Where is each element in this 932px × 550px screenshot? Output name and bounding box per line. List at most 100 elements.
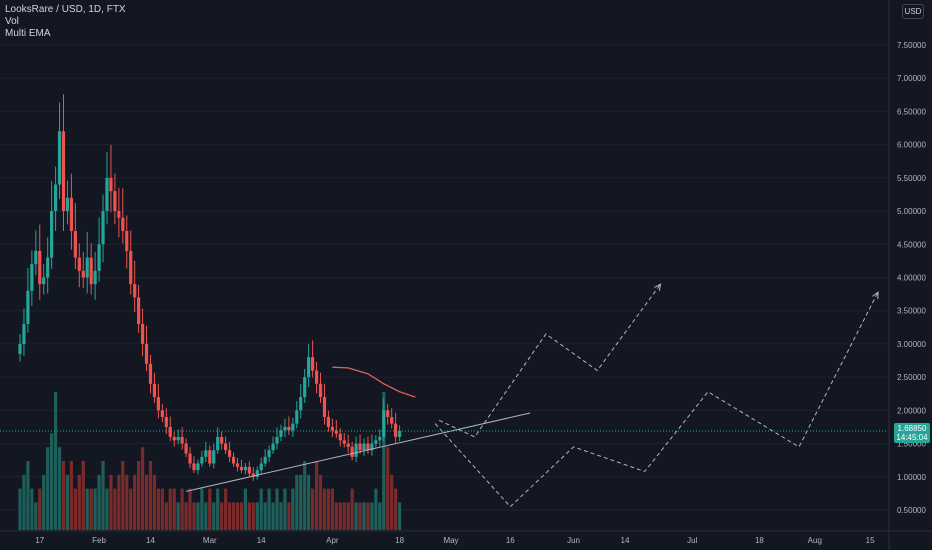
candle-body: [212, 450, 216, 464]
x-tick-label: 14: [621, 536, 630, 545]
candle-body: [156, 397, 160, 411]
candle-body: [299, 397, 303, 411]
volume-bar: [77, 474, 81, 530]
volume-bar: [283, 488, 287, 530]
volume-bar: [168, 488, 172, 530]
candle-body: [283, 426, 287, 431]
volume-bar: [22, 474, 26, 530]
volume-bar: [144, 474, 149, 530]
trendline[interactable]: [185, 412, 531, 492]
y-tick-label: 6.00000: [897, 141, 926, 150]
candle-body: [350, 446, 354, 457]
volume-bar: [295, 474, 299, 530]
x-tick-label: Jun: [567, 536, 580, 545]
volume-bar: [85, 488, 89, 530]
volume-bar: [93, 488, 97, 530]
volume-bar: [208, 488, 212, 530]
candle-body: [109, 177, 113, 192]
volume-bar: [164, 502, 168, 530]
volume-bar: [125, 474, 129, 530]
currency-button[interactable]: USD: [902, 4, 924, 19]
y-tick-label: 5.00000: [897, 207, 926, 216]
candle-body: [287, 426, 291, 431]
volume-bar: [220, 502, 224, 530]
volume-bar: [188, 488, 192, 530]
volume-bar: [243, 488, 247, 530]
volume-bar: [382, 392, 386, 530]
volume-bar: [30, 488, 34, 530]
candle-body: [148, 363, 153, 384]
volume-indicator-label[interactable]: Vol: [5, 16, 19, 27]
candle-body: [89, 257, 93, 285]
volume-bar: [251, 502, 255, 530]
candle-body: [38, 250, 42, 285]
candle-body: [243, 466, 247, 471]
candle-body: [113, 191, 117, 212]
y-tick-label: 3.00000: [897, 340, 926, 349]
ema-indicator-label[interactable]: Multi EMA: [5, 28, 51, 39]
candle-body: [330, 426, 334, 431]
candle-body: [216, 436, 220, 451]
x-tick-label: 16: [506, 536, 515, 545]
candle-body: [311, 357, 315, 371]
candle-body: [133, 284, 137, 298]
candle-body: [30, 264, 34, 291]
candle-body: [362, 443, 366, 451]
candle-body: [164, 417, 168, 427]
candle-body: [81, 270, 85, 278]
volume-bar: [26, 461, 30, 530]
y-tick-label: 7.50000: [897, 41, 926, 50]
candle-body: [374, 440, 378, 444]
candle-body: [247, 466, 251, 474]
candle-body: [307, 357, 311, 378]
candle-body: [231, 456, 236, 464]
candle-body: [358, 443, 362, 451]
volume-bar: [133, 474, 137, 530]
volume-bar: [184, 502, 188, 530]
candle-body: [342, 440, 346, 444]
volume-bar: [156, 488, 160, 530]
volume-bar: [303, 461, 307, 530]
candle-body: [275, 436, 279, 444]
candle-body: [267, 450, 271, 457]
projection-path-2[interactable]: [434, 291, 879, 508]
volume-bar: [326, 488, 331, 530]
volume-bar: [334, 502, 338, 530]
candle-body: [251, 473, 255, 477]
volume-bar: [394, 488, 398, 530]
candle-body: [295, 410, 299, 424]
volume-bar: [38, 488, 42, 530]
candle-body: [192, 463, 196, 471]
candle-body: [168, 426, 172, 437]
volume-bar: [255, 502, 259, 530]
volume-bar: [346, 502, 350, 530]
volume-bar: [34, 502, 38, 530]
candle-body: [397, 430, 402, 437]
volume-bar: [330, 488, 334, 530]
volume-bar: [137, 461, 141, 530]
y-tick-label: 4.50000: [897, 240, 926, 249]
candle-body: [137, 297, 141, 324]
symbol-title[interactable]: LooksRare / USD, 1D, FTX: [5, 4, 126, 15]
candle-body: [338, 433, 342, 441]
candle-body: [65, 197, 70, 212]
x-tick-label: 17: [35, 536, 44, 545]
candle-body: [382, 410, 386, 437]
candle-body: [390, 417, 394, 424]
volume-bar: [311, 488, 315, 530]
volume-bar: [113, 488, 117, 530]
volume-bar: [307, 474, 311, 530]
volume-bar: [176, 502, 180, 530]
projection-path-1[interactable]: [438, 283, 661, 438]
x-tick-label: Mar: [203, 536, 217, 545]
volume-bar: [148, 461, 153, 530]
candle-body: [263, 456, 267, 464]
x-tick-label: 18: [395, 536, 404, 545]
candle-body: [386, 410, 390, 417]
volume-bar: [216, 488, 220, 530]
volume-bar: [322, 488, 327, 530]
candle-body: [224, 443, 228, 451]
ema-line: [332, 366, 416, 398]
volume-bar: [97, 474, 101, 530]
